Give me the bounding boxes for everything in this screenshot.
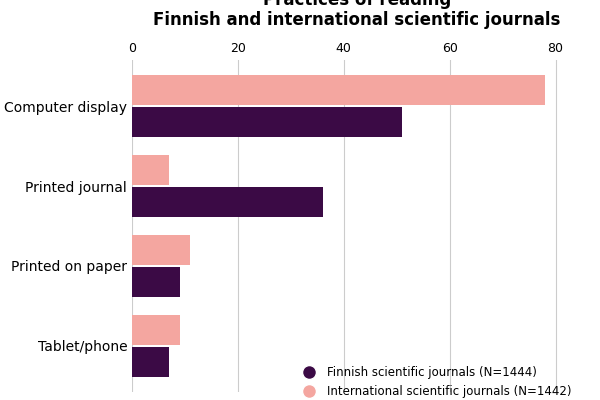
Bar [132,267,179,297]
Bar [132,155,169,185]
Bar [132,315,179,345]
Bar [132,107,402,137]
Bar [132,346,169,377]
Legend: Finnish scientific journals (N=1444), International scientific journals (N=1442): Finnish scientific journals (N=1444), In… [293,361,576,400]
Bar [132,75,545,106]
Title: Practices of reading
Finnish and international scientific journals: Practices of reading Finnish and interna… [154,0,560,30]
Bar [132,235,190,265]
Bar [132,187,323,217]
